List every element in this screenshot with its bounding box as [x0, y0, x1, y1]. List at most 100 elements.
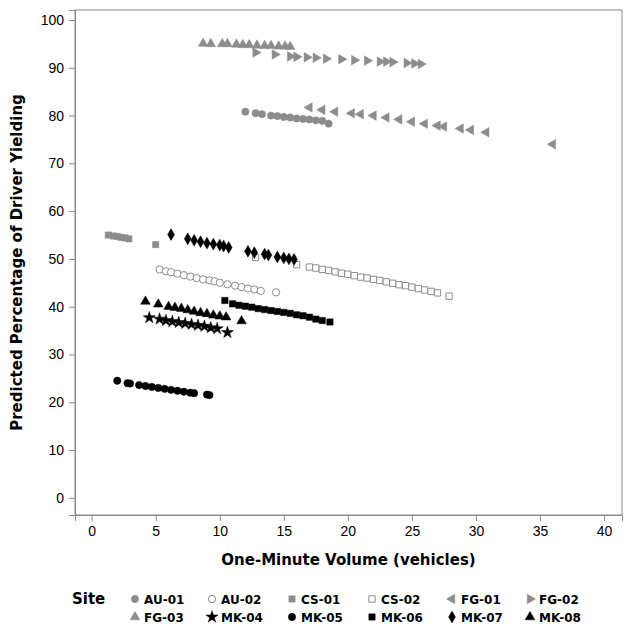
point — [465, 125, 473, 135]
point — [370, 276, 376, 282]
x-tick: 0 — [88, 515, 96, 539]
point — [268, 307, 274, 313]
point — [225, 242, 232, 254]
x-axis-line — [76, 516, 623, 522]
point — [294, 52, 302, 62]
x-tick-label: 5 — [152, 523, 160, 539]
x-tick: 30 — [469, 515, 485, 539]
point — [396, 282, 402, 288]
point — [339, 54, 347, 64]
legend-title: Site — [72, 590, 105, 608]
point — [153, 241, 159, 247]
y-tick-label: 70 — [48, 155, 64, 171]
x-tick: 5 — [152, 515, 160, 539]
point — [434, 290, 440, 296]
legend-marker — [130, 611, 140, 619]
point — [383, 279, 389, 285]
y-tick-label: 50 — [48, 251, 64, 267]
point — [418, 59, 426, 69]
point — [281, 309, 287, 315]
point — [244, 39, 254, 47]
y-tick-label: 40 — [48, 299, 64, 315]
point — [355, 109, 363, 119]
y-tick-mark — [69, 68, 75, 69]
legend-entry: MK-05 — [288, 611, 343, 624]
point — [257, 287, 264, 294]
y-tick-mark — [69, 163, 75, 164]
y-axis-line — [69, 11, 76, 516]
point — [319, 317, 325, 323]
legend-marker — [369, 596, 375, 602]
legend-label: AU-01 — [144, 593, 184, 607]
point — [304, 103, 312, 113]
point — [313, 316, 319, 322]
legend-label: FG-01 — [461, 593, 501, 607]
point — [364, 275, 370, 281]
x-axis-title: One-Minute Volume (vehicles) — [221, 551, 475, 569]
point — [377, 277, 383, 283]
point — [204, 237, 211, 249]
legend-marker — [206, 611, 218, 622]
x-tick-label: 15 — [277, 523, 293, 539]
point — [161, 385, 168, 392]
point — [317, 105, 325, 115]
point — [252, 110, 259, 117]
point — [223, 38, 233, 46]
series-fg-01 — [304, 103, 556, 149]
series-cs-01 — [105, 232, 159, 248]
y-tick-mark — [69, 211, 75, 212]
point — [306, 264, 312, 270]
x-tick-mark — [412, 515, 413, 521]
point — [291, 254, 298, 266]
point — [293, 312, 299, 318]
legend-label: MK-04 — [221, 611, 263, 624]
y-tick-label: 20 — [48, 394, 64, 410]
y-tick-mark — [69, 450, 75, 451]
point — [168, 229, 175, 241]
point — [358, 274, 364, 280]
legend-label: FG-02 — [539, 593, 579, 607]
point — [351, 55, 359, 65]
point — [346, 108, 354, 118]
x-tick-label: 25 — [405, 523, 421, 539]
point — [155, 384, 162, 391]
point — [325, 120, 332, 127]
point — [255, 305, 261, 311]
legend-entry: MK-04 — [206, 611, 263, 624]
legend-marker — [288, 613, 295, 620]
y-tick-mark — [69, 354, 75, 355]
x-tick: 40 — [597, 515, 613, 539]
point — [323, 54, 331, 64]
point — [319, 266, 325, 272]
y-tick: 100 — [41, 12, 75, 28]
x-tick-mark — [284, 515, 285, 521]
points — [105, 38, 555, 399]
point — [249, 304, 255, 310]
x-tick: 20 — [341, 515, 357, 539]
point — [415, 285, 421, 291]
y-tick: 20 — [48, 394, 75, 410]
y-tick-mark — [69, 116, 75, 117]
legend-entry: FG-02 — [527, 593, 579, 607]
legend-marker — [527, 594, 535, 604]
point — [345, 271, 351, 277]
point — [274, 251, 281, 263]
point — [409, 284, 415, 290]
point — [253, 48, 261, 58]
point — [141, 296, 151, 304]
x-tick-mark — [220, 515, 221, 521]
x-tick-label: 30 — [469, 523, 485, 539]
point — [221, 312, 231, 320]
chart-svg: 05101520253035400102030405060708090100On… — [0, 0, 624, 624]
series-mk-08 — [141, 296, 247, 324]
legend-marker — [289, 596, 295, 602]
point — [325, 267, 331, 273]
point — [252, 40, 262, 48]
point — [153, 299, 163, 307]
x-tick-label: 0 — [88, 523, 96, 539]
legend-marker — [525, 611, 535, 619]
y-tick-mark — [69, 20, 75, 21]
legend-label: MK-08 — [539, 611, 581, 624]
point — [274, 308, 280, 314]
point — [332, 269, 338, 275]
